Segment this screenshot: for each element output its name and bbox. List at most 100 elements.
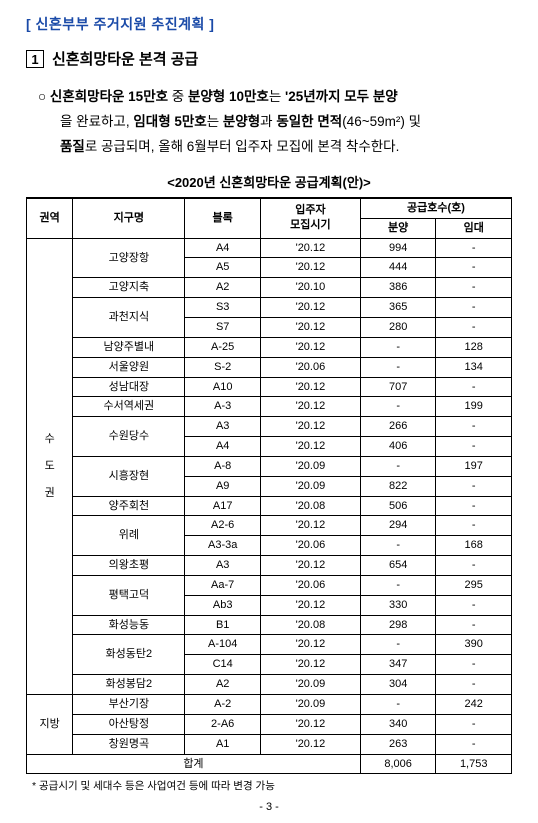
sum-label: 합계 [27, 754, 361, 774]
rent-cell: 168 [436, 536, 512, 556]
sale-cell: 707 [360, 377, 436, 397]
district-cell: 의왕초평 [73, 556, 185, 576]
page-number: - 3 - [26, 801, 512, 813]
text: 과 [260, 114, 276, 129]
timing-cell: '20.09 [260, 456, 360, 476]
timing-cell: '20.12 [260, 238, 360, 258]
text-bold: 임대형 5만호 [133, 114, 206, 129]
rent-cell: - [436, 317, 512, 337]
th-supply-group: 공급호수(호) [360, 198, 511, 218]
block-cell: S3 [185, 298, 261, 318]
bullet-circle: ○ [38, 89, 50, 104]
timing-cell: '20.12 [260, 714, 360, 734]
table-row: 아산탕정2-A6'20.12340- [27, 714, 512, 734]
district-cell: 창원명곡 [73, 734, 185, 754]
rent-cell: - [436, 714, 512, 734]
timing-cell: '20.12 [260, 437, 360, 457]
timing-cell: '20.10 [260, 278, 360, 298]
district-cell: 아산탕정 [73, 714, 185, 734]
sale-cell: 330 [360, 595, 436, 615]
section-number-box: 1 [26, 50, 44, 68]
table-row: 화성동탄2A-104'20.12-390 [27, 635, 512, 655]
table-row: 시흥장현A-8'20.09-197 [27, 456, 512, 476]
text: 로 공급되며, 올해 6월부터 입주자 모집에 본격 착수한다. [85, 139, 400, 154]
district-cell: 화성봉담2 [73, 675, 185, 695]
text-bold: 신혼희망타운 15만호 [50, 89, 168, 104]
sale-cell: 280 [360, 317, 436, 337]
timing-cell: '20.12 [260, 595, 360, 615]
rent-cell: - [436, 417, 512, 437]
sale-cell: 294 [360, 516, 436, 536]
district-cell: 평택고덕 [73, 575, 185, 615]
timing-cell: '20.12 [260, 337, 360, 357]
block-cell: A-25 [185, 337, 261, 357]
rent-cell: - [436, 496, 512, 516]
timing-cell: '20.09 [260, 675, 360, 695]
table-sum-row: 합계8,0061,753 [27, 754, 512, 774]
district-cell: 화성능동 [73, 615, 185, 635]
th-block: 블록 [185, 198, 261, 238]
district-cell: 시흥장현 [73, 456, 185, 496]
sale-cell: - [360, 456, 436, 476]
block-cell: A-8 [185, 456, 261, 476]
text-bold: 동일한 면적 [276, 114, 342, 129]
block-cell: A1 [185, 734, 261, 754]
timing-cell: '20.12 [260, 556, 360, 576]
timing-cell: '20.12 [260, 417, 360, 437]
rent-cell: 390 [436, 635, 512, 655]
block-cell: A2 [185, 278, 261, 298]
text-bold: '25년까지 모두 분양 [285, 89, 398, 104]
rent-cell: 295 [436, 575, 512, 595]
text: (46~59m²) 및 [342, 114, 421, 129]
district-cell: 수서역세권 [73, 397, 185, 417]
sum-sale: 8,006 [360, 754, 436, 774]
th-region: 권역 [27, 198, 73, 238]
block-cell: A2 [185, 675, 261, 695]
timing-cell: '20.12 [260, 397, 360, 417]
text: 을 완료하고, [60, 114, 133, 129]
section-title-text: 신혼희망타운 본격 공급 [52, 48, 198, 69]
block-cell: A3 [185, 556, 261, 576]
sale-cell: 994 [360, 238, 436, 258]
rent-cell: - [436, 258, 512, 278]
table-footnote: * 공급시기 및 세대수 등은 사업여건 등에 따라 변경 가능 [32, 778, 512, 793]
sale-cell: 263 [360, 734, 436, 754]
block-cell: Aa-7 [185, 575, 261, 595]
th-sale: 분양 [360, 218, 436, 238]
block-cell: A-104 [185, 635, 261, 655]
sale-cell: 340 [360, 714, 436, 734]
text: 중 [168, 89, 188, 104]
bracket-title: [ 신혼부부 주거지원 추진계획 ] [26, 14, 512, 34]
section-title: 1 신혼희망타운 본격 공급 [26, 48, 512, 69]
sale-cell: - [360, 357, 436, 377]
sale-cell: 406 [360, 437, 436, 457]
rent-cell: - [436, 675, 512, 695]
sale-cell: 822 [360, 476, 436, 496]
sale-cell: - [360, 397, 436, 417]
sale-cell: - [360, 575, 436, 595]
block-cell: A2-6 [185, 516, 261, 536]
table-row: 수도권고양장항A4'20.12994- [27, 238, 512, 258]
rent-cell: - [436, 595, 512, 615]
rent-cell: - [436, 377, 512, 397]
sale-cell: - [360, 337, 436, 357]
block-cell: A4 [185, 238, 261, 258]
table-row: 평택고덕Aa-7'20.06-295 [27, 575, 512, 595]
block-cell: A-2 [185, 695, 261, 715]
table-row: 화성봉담2A2'20.09304- [27, 675, 512, 695]
block-cell: A10 [185, 377, 261, 397]
district-cell: 남양주별내 [73, 337, 185, 357]
timing-cell: '20.12 [260, 317, 360, 337]
block-cell: A-3 [185, 397, 261, 417]
rent-cell: 128 [436, 337, 512, 357]
block-cell: A17 [185, 496, 261, 516]
district-cell: 수원당수 [73, 417, 185, 457]
district-cell: 고양장항 [73, 238, 185, 278]
rent-cell: - [436, 734, 512, 754]
rent-cell: - [436, 278, 512, 298]
timing-cell: '20.06 [260, 536, 360, 556]
table-row: 위례A2-6'20.12294- [27, 516, 512, 536]
sale-cell: 365 [360, 298, 436, 318]
block-cell: A4 [185, 437, 261, 457]
district-cell: 고양지축 [73, 278, 185, 298]
